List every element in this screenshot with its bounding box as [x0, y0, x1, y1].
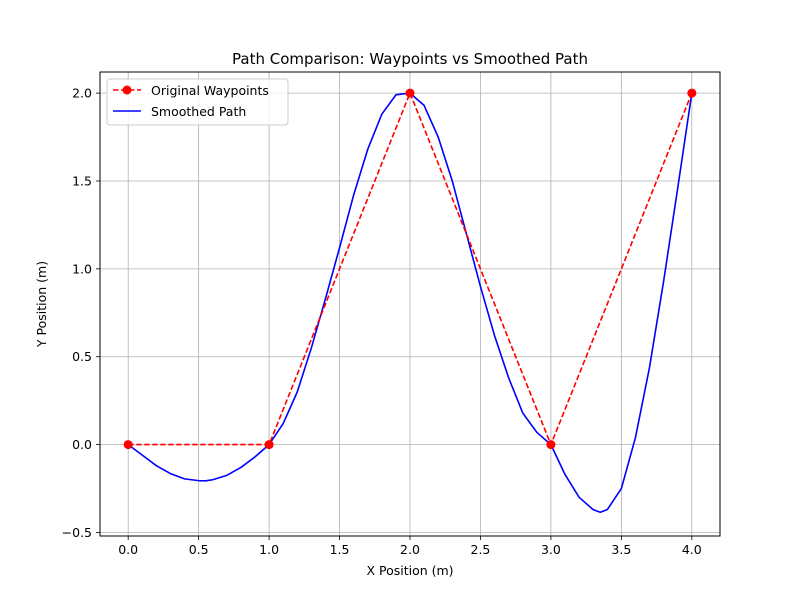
waypoint-marker — [546, 440, 556, 450]
x-axis-label: X Position (m) — [366, 563, 453, 578]
legend-label-waypoints: Original Waypoints — [151, 83, 269, 98]
x-tick-label: 2.5 — [471, 542, 491, 557]
chart-title: Path Comparison: Waypoints vs Smoothed P… — [232, 50, 588, 68]
y-tick-label: 2.0 — [72, 86, 92, 101]
series-original-waypoints-line — [128, 90, 693, 447]
y-tick-label: −0.5 — [62, 525, 92, 540]
y-tick-label: 1.0 — [72, 261, 92, 276]
x-tick-label: 0.5 — [189, 542, 209, 557]
legend-label-smoothed: Smoothed Path — [151, 104, 246, 119]
x-tick-label: 4.0 — [682, 542, 702, 557]
legend-waypoints-marker — [122, 85, 132, 95]
waypoint-marker — [123, 440, 133, 450]
y-axis-ticks: −0.5 0.0 0.5 1.0 1.5 2.0 — [62, 86, 100, 540]
waypoint-marker — [405, 88, 415, 98]
waypoint-marker — [264, 440, 274, 450]
series-layer — [123, 88, 697, 514]
legend: Original Waypoints Smoothed Path — [106, 78, 289, 126]
x-tick-label: 3.5 — [611, 542, 631, 557]
x-tick-label: 1.5 — [330, 542, 350, 557]
waypoint-marker — [687, 88, 697, 98]
x-tick-label: 0.0 — [118, 542, 138, 557]
x-axis-ticks: 0.0 0.5 1.0 1.5 2.0 2.5 3.0 3.5 4.0 — [118, 536, 702, 557]
legend-box — [106, 78, 289, 126]
y-axis-label: Y Position (m) — [34, 261, 49, 348]
x-tick-label: 2.0 — [400, 542, 420, 557]
y-tick-label: 0.5 — [72, 349, 92, 364]
y-tick-label: 1.5 — [72, 173, 92, 188]
y-tick-label: 0.0 — [72, 437, 92, 452]
x-tick-label: 1.0 — [259, 542, 279, 557]
x-tick-label: 3.0 — [541, 542, 561, 557]
